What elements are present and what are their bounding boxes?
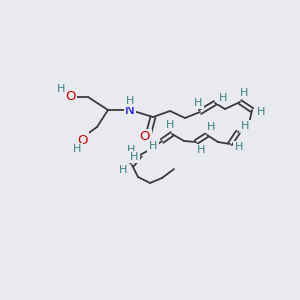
Text: H: H	[166, 120, 174, 130]
Text: H: H	[73, 144, 81, 154]
Text: H: H	[219, 93, 227, 103]
Text: H: H	[240, 88, 248, 98]
Text: O: O	[140, 130, 150, 143]
Text: H: H	[197, 145, 205, 155]
Text: H: H	[127, 145, 135, 155]
Text: H: H	[207, 122, 215, 132]
Text: H: H	[119, 165, 127, 175]
Text: H: H	[194, 98, 202, 108]
Text: H: H	[241, 121, 249, 131]
Text: N: N	[125, 103, 135, 116]
Text: O: O	[77, 134, 87, 146]
Text: H: H	[235, 142, 243, 152]
Text: H: H	[130, 152, 138, 162]
Text: H: H	[257, 107, 265, 117]
Text: H: H	[149, 141, 157, 151]
Text: H: H	[126, 96, 134, 106]
Text: H: H	[57, 84, 65, 94]
Text: O: O	[65, 91, 75, 103]
